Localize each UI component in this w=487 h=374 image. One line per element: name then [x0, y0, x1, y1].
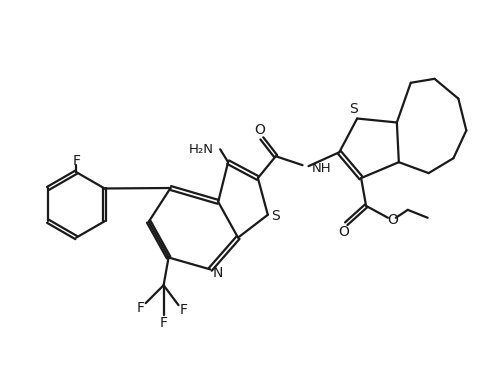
Text: F: F [160, 316, 168, 330]
Text: F: F [179, 303, 187, 317]
Text: O: O [254, 123, 265, 137]
Text: O: O [338, 225, 349, 239]
Text: N: N [213, 266, 224, 280]
Text: H₂N: H₂N [189, 143, 214, 156]
Text: F: F [72, 154, 80, 168]
Text: S: S [271, 209, 280, 223]
Text: NH: NH [312, 162, 331, 175]
Text: S: S [349, 102, 357, 116]
Text: F: F [137, 301, 145, 315]
Text: O: O [388, 213, 398, 227]
